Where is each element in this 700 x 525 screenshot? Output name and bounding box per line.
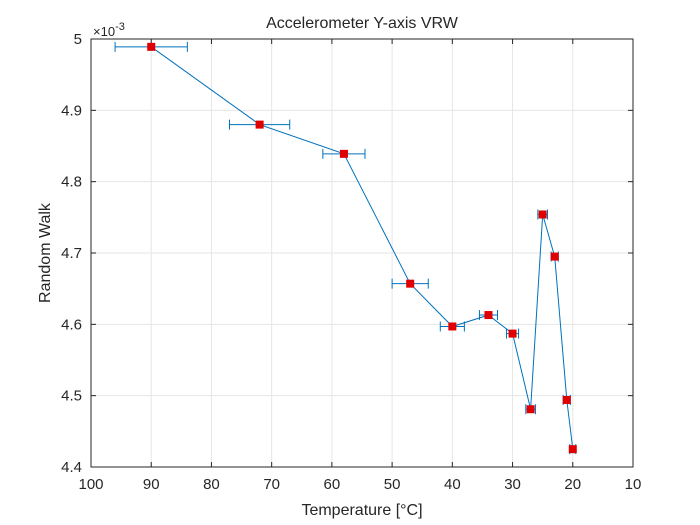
data-point: [448, 322, 457, 331]
data-point: [339, 149, 348, 158]
y-tick-label: 4.9: [61, 102, 82, 119]
data-point: [550, 252, 559, 261]
y-tick-label: 4.8: [61, 174, 82, 191]
x-tick-label: 60: [324, 476, 341, 493]
data-point: [484, 311, 493, 320]
x-tick-label: 70: [263, 476, 280, 493]
x-tick-label: 80: [203, 476, 220, 493]
data-point: [406, 279, 415, 288]
series-group: [114, 41, 577, 455]
x-tick-label: 40: [444, 476, 461, 493]
x-tick-label: 100: [78, 476, 103, 493]
data-point: [538, 210, 547, 219]
x-tick-label: 90: [143, 476, 160, 493]
data-point: [562, 395, 571, 404]
data-point: [147, 42, 156, 51]
y-tick-label: 4.6: [61, 316, 82, 333]
y-multiplier-base: ×10: [93, 24, 115, 39]
ticks: 100 90 80 70 60 50 40 30 20 10 4.4 4.5 4.6 4.7 4.8 4.9 5: [61, 31, 641, 493]
y-tick-label: 4.4: [61, 459, 82, 476]
x-tick-label: 20: [564, 476, 581, 493]
y-multiplier: ×10-3: [93, 21, 125, 39]
x-tick-label: 50: [384, 476, 401, 493]
y-multiplier-exponent: -3: [115, 21, 125, 33]
chart-title: Accelerometer Y-axis VRW: [266, 15, 459, 32]
y-tick-label: 4.7: [61, 245, 82, 262]
y-tick-label: 5: [74, 31, 82, 48]
y-tick-label: 4.5: [61, 388, 82, 405]
x-axis-label: Temperature [°C]: [301, 502, 422, 519]
y-axis-label: Random Walk: [37, 202, 54, 303]
data-point: [568, 445, 577, 454]
x-tick-label: 30: [504, 476, 521, 493]
series-line: [150, 46, 574, 450]
data-point: [526, 405, 535, 414]
data-point: [255, 120, 264, 129]
data-point: [508, 329, 517, 338]
x-tick-label: 10: [625, 476, 642, 493]
